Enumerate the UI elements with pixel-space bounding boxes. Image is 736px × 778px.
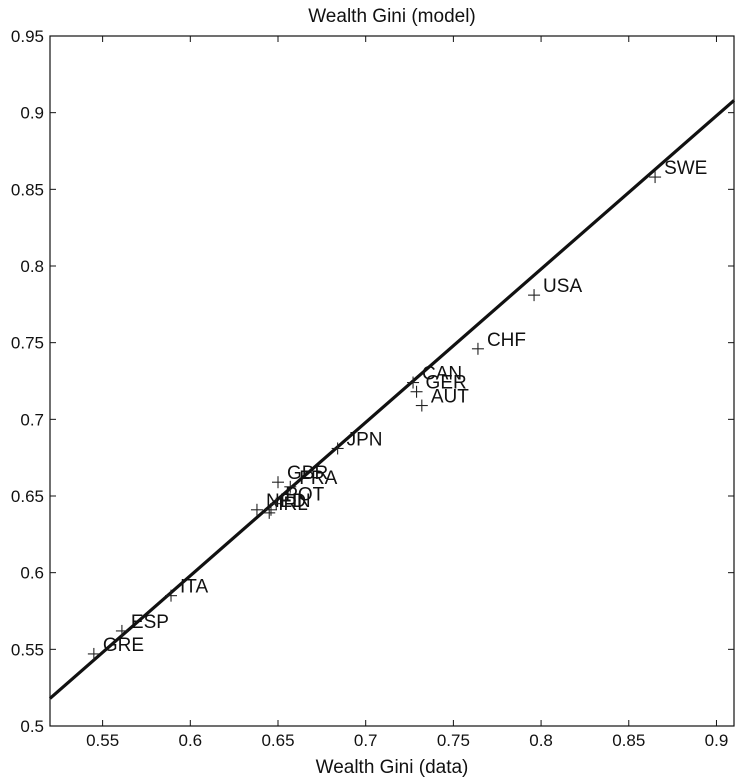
point-label: IRL (278, 494, 308, 515)
point-label: SWE (664, 158, 707, 179)
data-point-jpn: JPN (331, 429, 383, 455)
data-point-aut: AUT (415, 387, 469, 412)
point-label: FRA (299, 468, 337, 489)
point-label: USA (543, 276, 582, 297)
x-tick-label: 0.85 (612, 731, 645, 750)
data-point-usa: USA (528, 276, 582, 302)
x-tick-label: 0.8 (529, 731, 553, 750)
x-axis-title: Wealth Gini (data) (316, 757, 469, 778)
fit-line-layer (48, 99, 736, 700)
fit-line (48, 99, 736, 700)
data-point-irl: IRL (263, 494, 308, 519)
data-point-can: CAN (407, 364, 462, 389)
data-points-layer: SWEUSACHFCANGERAUTJPNGBRFRANEDFINPOTIRLI… (87, 158, 707, 660)
data-point-gbr: GBR (272, 463, 328, 489)
data-point-ger: GER (410, 373, 467, 398)
point-label: ITA (180, 577, 208, 598)
y-tick-label: 0.7 (20, 410, 44, 429)
plot-frame (49, 35, 735, 727)
x-tick-label: 0.55 (86, 731, 119, 750)
x-tick-label: 0.75 (437, 731, 470, 750)
point-label: CAN (422, 364, 462, 385)
y-tick-label: 0.55 (11, 640, 44, 659)
point-label: GRE (103, 635, 144, 656)
data-point-fra: FRA (284, 468, 338, 493)
x-tick-label: 0.9 (705, 731, 729, 750)
y-tick-label: 0.5 (20, 717, 44, 736)
data-point-esp: ESP (115, 612, 169, 637)
point-label: ESP (131, 612, 169, 633)
y-tick-label: 0.75 (11, 334, 44, 353)
y-tick-label: 0.65 (11, 487, 44, 506)
point-label: CHF (487, 330, 526, 351)
y-tick-label: 0.6 (20, 564, 44, 583)
point-label: JPN (347, 429, 383, 450)
y-tick-label: 0.85 (11, 180, 44, 199)
x-tick-label: 0.7 (354, 731, 378, 750)
point-label: GBR (287, 463, 328, 484)
data-point-chf: CHF (471, 330, 526, 355)
data-point-pot: POT (270, 485, 325, 510)
data-point-fin: FIN (264, 491, 311, 516)
y-tick-label: 0.9 (20, 104, 44, 123)
point-label: POT (285, 485, 324, 506)
x-tick-label: 0.65 (261, 731, 294, 750)
point-label: FIN (280, 491, 311, 512)
axes-layer: 0.55 0.6 0.65 0.7 0.75 0.8 0.85 0.9 0.5 0.55 0.6 0.… (11, 27, 735, 750)
x-tick-label: 0.6 (178, 731, 202, 750)
y-tick-label: 0.95 (11, 27, 44, 46)
data-point-ita: ITA (165, 577, 208, 602)
point-label: GER (426, 373, 467, 394)
chart-title: Wealth Gini (model) (308, 6, 476, 27)
point-label: AUT (431, 387, 469, 408)
data-point-gre: GRE (87, 635, 144, 660)
y-tick-label: 0.8 (20, 257, 44, 276)
data-point-swe: SWE (649, 158, 707, 184)
